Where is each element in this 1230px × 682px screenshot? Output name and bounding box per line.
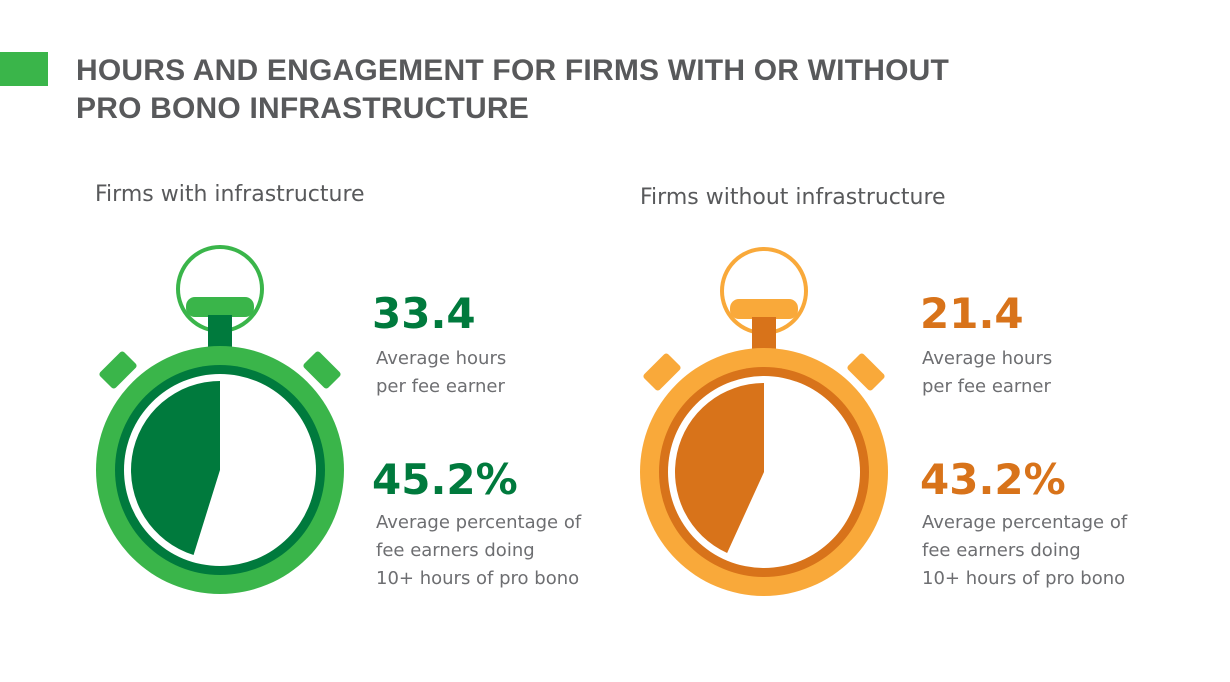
page-title: HOURS AND ENGAGEMENT FOR FIRMS WITH OR W… [76, 52, 1076, 128]
stopwatch-icon [640, 247, 888, 596]
percentage-wedge [674, 383, 764, 553]
panel-heading-without: Firms without infrastructure [640, 185, 946, 210]
hours-label-line: Average hours [376, 348, 507, 369]
panel-heading-with: Firms with infrastructure [95, 182, 365, 207]
hours-value-without: 21.4 [920, 289, 1024, 338]
percentage-wedge [131, 381, 220, 555]
accent-bar [0, 52, 48, 86]
stopwatch-crown [186, 297, 254, 317]
percentage-label-line: fee earners doing [376, 540, 535, 561]
hours-value-with: 33.4 [372, 289, 476, 338]
percentage-label-line: 10+ hours of pro bono [922, 568, 1126, 589]
stopwatch-right-button [847, 353, 885, 391]
percentage-label-line: 10+ hours of pro bono [376, 568, 580, 589]
percentage-label-line: Average percentage of [376, 512, 582, 533]
stopwatch-stem [208, 315, 232, 349]
percentage-label-line: Average percentage of [922, 512, 1128, 533]
hours-label-without: Average hours per fee earner [922, 345, 1052, 401]
percentage-value-without: 43.2% [920, 455, 1066, 504]
stopwatch-left-button [643, 353, 681, 391]
hours-label-line: per fee earner [922, 376, 1051, 397]
percentage-value-with: 45.2% [372, 455, 518, 504]
stopwatch-stem [752, 317, 776, 351]
stopwatch-icon [96, 245, 344, 594]
hours-label-with: Average hours per fee earner [376, 345, 506, 401]
title-line-2: PRO BONO INFRASTRUCTURE [76, 92, 529, 125]
title-line-1: HOURS AND ENGAGEMENT FOR FIRMS WITH OR W… [76, 54, 950, 87]
stopwatch-crown [730, 299, 798, 319]
stopwatch-left-button [99, 351, 137, 389]
hours-label-line: per fee earner [376, 376, 505, 397]
percentage-label-line: fee earners doing [922, 540, 1081, 561]
percentage-label-with: Average percentage of fee earners doing … [376, 509, 581, 593]
hours-label-line: Average hours [922, 348, 1053, 369]
percentage-label-without: Average percentage of fee earners doing … [922, 509, 1127, 593]
stopwatch-right-button [303, 351, 341, 389]
